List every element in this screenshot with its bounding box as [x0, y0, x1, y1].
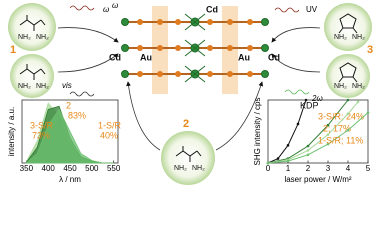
molecule-skeleton [175, 146, 202, 162]
y-axis-label: intensity / a.u. [7, 107, 16, 156]
x-tick-label: 4 [346, 164, 351, 173]
plot-frame [267, 99, 369, 164]
shg-point [326, 123, 330, 127]
atom-label: Au [238, 52, 250, 62]
shg-point [346, 98, 350, 102]
light-label: vis [62, 81, 72, 90]
light-label: ω [103, 5, 109, 14]
shg-point [276, 157, 280, 160]
amine-label: NH₂ [36, 83, 49, 90]
molecule-skeleton [19, 15, 46, 31]
x-tick-label: 5 [366, 164, 371, 173]
molecule-skeleton [338, 13, 358, 34]
quantum-yield: 83% [68, 110, 86, 120]
molecule-skeleton [19, 64, 46, 80]
shg-point [306, 149, 310, 152]
amine-label: NH₂ [334, 34, 347, 41]
shg-point [286, 144, 290, 147]
atom-label: Cd [206, 4, 218, 14]
amine-label: NH₂ [36, 34, 49, 41]
shg-point [266, 161, 270, 165]
light-label: 2ω [311, 94, 323, 103]
series-label: 3-S/R; 24% [318, 111, 364, 121]
shg-point [306, 144, 310, 148]
x-axis-label: λ / nm [59, 175, 81, 184]
series-label: KDP [300, 100, 319, 110]
series-label: 2 [66, 100, 71, 110]
amine-label: NH₂ [352, 34, 365, 41]
compound-number: 2 [183, 118, 189, 130]
x-tick-label: 400 [42, 164, 56, 173]
shg-point [326, 142, 330, 146]
quantum-yield: 40% [100, 130, 118, 140]
shg-point [296, 122, 300, 126]
quantum-yield: 73% [32, 130, 50, 140]
molecule-bubble [326, 54, 370, 98]
amine-label: NH₂ [174, 165, 187, 172]
amine-label: NH₂ [352, 83, 365, 90]
series-label: 1-S/R [98, 120, 122, 130]
atom-label: Cd [109, 52, 121, 62]
light-label: UV [306, 5, 318, 14]
shg-point [326, 133, 330, 136]
molecule-bubble [161, 131, 215, 185]
x-axis-label: laser power / W/m² [284, 175, 351, 184]
molecules: NH₂ NH₂ NH₂ NH₂ NH₂ NH₂ NH₂ NH₂ NH₂ NH₂ [8, 3, 372, 185]
molecule-skeleton [338, 62, 358, 83]
amine-label: NH₂ [18, 83, 31, 90]
shg-curve [267, 112, 369, 164]
compound-number: 1 [10, 44, 16, 56]
molecule-bubble [8, 3, 56, 51]
series-label: 1-S/R; 11% [318, 135, 363, 145]
compound-number: 3 [367, 44, 373, 56]
amine-label: NH₂ [192, 165, 205, 172]
x-tick-label: 350 [20, 164, 34, 173]
x-tick-label: 2 [306, 164, 311, 173]
shg-point [346, 112, 350, 116]
shg-point [346, 128, 350, 132]
molecule-bubble [324, 3, 372, 51]
shg-curve [267, 101, 359, 164]
series-label: 3-S/R [30, 120, 54, 130]
x-tick-label: 450 [63, 164, 77, 173]
shg-point [306, 153, 310, 157]
x-tick-label: 1 [286, 164, 291, 173]
x-tick-label: 550 [107, 164, 121, 173]
x-tick-label: 3 [326, 164, 331, 173]
light-label: ω [112, 1, 118, 10]
series-label: 2; 17% [323, 123, 351, 133]
shg-point [304, 98, 308, 102]
shg-point [366, 111, 370, 114]
y-axis-label: SHG intensity / cps [253, 97, 262, 165]
x-tick-label: 500 [85, 164, 99, 173]
arrows [57, 5, 321, 151]
amine-label: NH₂ [334, 83, 347, 90]
molecule-bubble [10, 54, 54, 98]
shg-point [356, 100, 360, 104]
x-tick-label: 0 [266, 164, 271, 173]
atom-label: Au [140, 52, 152, 62]
amine-label: NH₂ [18, 34, 31, 41]
crystal [121, 6, 269, 94]
shg-point [286, 159, 290, 163]
emission-area [25, 108, 114, 164]
